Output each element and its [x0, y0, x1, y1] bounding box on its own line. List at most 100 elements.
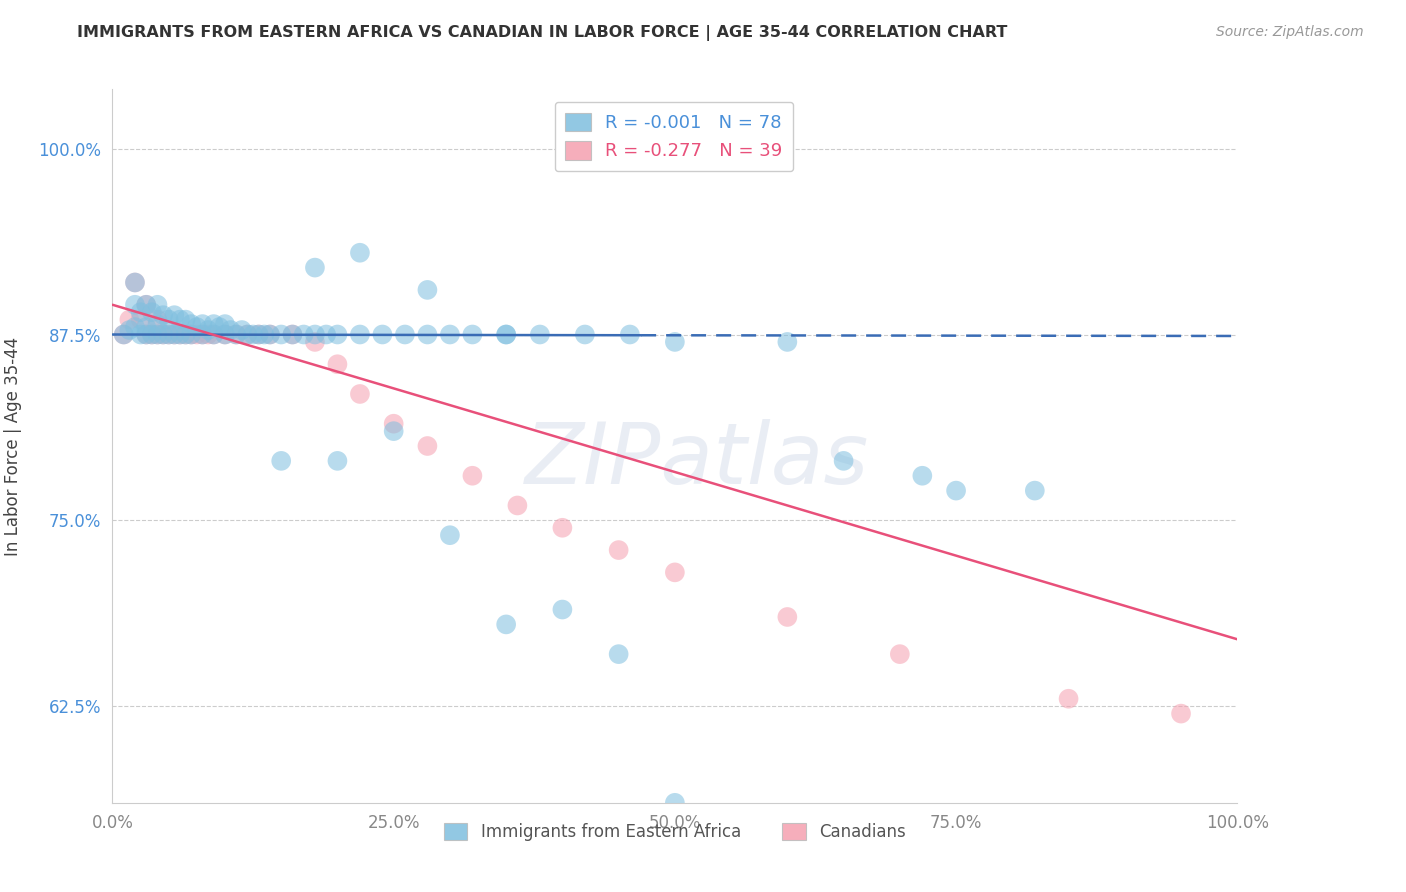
Point: [326, 327, 349, 342]
Point: [129, 312, 152, 326]
Point: [141, 305, 163, 319]
Point: [157, 327, 180, 342]
Point: [112, 327, 135, 342]
Point: [439, 528, 461, 542]
Point: [163, 327, 186, 342]
Point: [219, 323, 242, 337]
Point: [146, 312, 169, 326]
Point: [202, 327, 225, 342]
Point: [242, 327, 264, 342]
Point: [776, 334, 799, 349]
Point: [945, 483, 967, 498]
Point: [180, 327, 202, 342]
Point: [304, 260, 326, 275]
Point: [146, 327, 169, 342]
Point: [135, 298, 157, 312]
Point: [416, 327, 439, 342]
Point: [174, 327, 197, 342]
Text: Source: ZipAtlas.com: Source: ZipAtlas.com: [1216, 25, 1364, 39]
Point: [129, 327, 152, 342]
Point: [169, 312, 191, 326]
Point: [551, 602, 574, 616]
Point: [1024, 483, 1046, 498]
Point: [174, 327, 197, 342]
Point: [163, 327, 186, 342]
Point: [197, 327, 219, 342]
Point: [664, 334, 686, 349]
Point: [124, 276, 146, 290]
Point: [270, 327, 292, 342]
Point: [146, 317, 169, 331]
Point: [247, 327, 270, 342]
Point: [664, 566, 686, 580]
Point: [169, 327, 191, 342]
Point: [135, 327, 157, 342]
Point: [506, 499, 529, 513]
Point: [461, 327, 484, 342]
Point: [118, 323, 141, 337]
Point: [326, 357, 349, 371]
Point: [911, 468, 934, 483]
Point: [236, 327, 259, 342]
Point: [270, 454, 292, 468]
Point: [304, 334, 326, 349]
Point: [118, 312, 141, 326]
Point: [152, 308, 174, 322]
Point: [326, 454, 349, 468]
Point: [135, 298, 157, 312]
Point: [551, 521, 574, 535]
Point: [1057, 691, 1080, 706]
Point: [141, 327, 163, 342]
Point: [607, 647, 630, 661]
Point: [607, 543, 630, 558]
Point: [180, 327, 202, 342]
Point: [124, 320, 146, 334]
Point: [619, 327, 641, 342]
Point: [124, 276, 146, 290]
Point: [382, 417, 405, 431]
Point: [461, 468, 484, 483]
Point: [495, 617, 517, 632]
Point: [129, 305, 152, 319]
Point: [281, 327, 304, 342]
Point: [157, 327, 180, 342]
Point: [112, 327, 135, 342]
Point: [191, 317, 214, 331]
Point: [416, 439, 439, 453]
Point: [832, 454, 855, 468]
Point: [208, 320, 231, 334]
Text: IMMIGRANTS FROM EASTERN AFRICA VS CANADIAN IN LABOR FORCE | AGE 35-44 CORRELATIO: IMMIGRANTS FROM EASTERN AFRICA VS CANADI…: [77, 25, 1008, 41]
Point: [416, 283, 439, 297]
Point: [124, 298, 146, 312]
Point: [349, 245, 371, 260]
Text: ZIPatlas: ZIPatlas: [526, 418, 869, 502]
Point: [186, 327, 208, 342]
Point: [191, 327, 214, 342]
Point: [141, 327, 163, 342]
Point: [292, 327, 315, 342]
Point: [315, 327, 337, 342]
Point: [382, 424, 405, 438]
Point: [214, 317, 236, 331]
Point: [664, 796, 686, 810]
Point: [163, 308, 186, 322]
Point: [186, 320, 208, 334]
Point: [157, 312, 180, 326]
Point: [174, 312, 197, 326]
Point: [152, 327, 174, 342]
Point: [1170, 706, 1192, 721]
Point: [574, 327, 596, 342]
Point: [135, 320, 157, 334]
Point: [259, 327, 281, 342]
Point: [225, 327, 247, 342]
Point: [495, 327, 517, 342]
Point: [253, 327, 276, 342]
Point: [152, 327, 174, 342]
Point: [529, 327, 551, 342]
Point: [146, 327, 169, 342]
Point: [169, 327, 191, 342]
Point: [146, 298, 169, 312]
Point: [259, 327, 281, 342]
Point: [394, 327, 416, 342]
Point: [180, 317, 202, 331]
